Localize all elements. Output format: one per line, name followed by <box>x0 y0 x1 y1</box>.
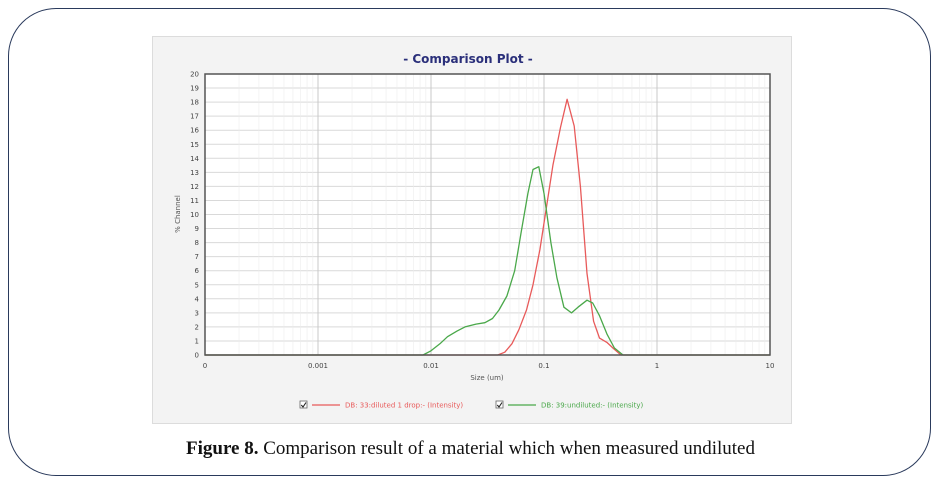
y-tick-label: 9 <box>195 225 199 233</box>
y-tick-label: 19 <box>190 85 199 93</box>
y-tick-label: 5 <box>195 281 199 289</box>
y-tick-label: 10 <box>190 211 199 219</box>
y-tick-label: 4 <box>195 295 200 303</box>
x-axis-label: Size (um) <box>470 374 504 382</box>
checkmark-icon <box>496 402 503 408</box>
y-tick-label: 2 <box>195 323 199 331</box>
y-tick-label: 12 <box>190 183 199 191</box>
y-tick-label: 6 <box>195 267 200 275</box>
y-tick-label: 14 <box>190 155 199 163</box>
x-tick-label: 0.001 <box>308 362 328 370</box>
y-tick-label: 15 <box>190 141 199 149</box>
y-tick-label: 0 <box>195 352 199 360</box>
checkmark-icon <box>300 402 307 408</box>
chart-title: - Comparison Plot - <box>403 52 533 66</box>
y-tick-label: 8 <box>195 239 199 247</box>
y-tick-label: 7 <box>195 253 199 261</box>
y-tick-label: 18 <box>190 99 199 107</box>
y-tick-label: 1 <box>195 337 199 345</box>
legend-entry-1[interactable]: DB: 33:diluted 1 drop:- (Intensity) <box>299 400 463 410</box>
y-tick-label: 3 <box>195 309 199 317</box>
x-tick-label: 1 <box>655 362 659 370</box>
y-tick-label: 11 <box>190 197 199 205</box>
figure-caption: Figure 8. Comparison result of a materia… <box>0 438 941 460</box>
series-line-1 <box>205 98 770 356</box>
y-tick-label: 16 <box>190 127 199 135</box>
x-tick-label: 0.01 <box>423 362 439 370</box>
y-tick-label: 13 <box>190 169 199 177</box>
y-tick-label: 17 <box>190 113 199 121</box>
legend-checkbox[interactable] <box>495 400 504 409</box>
x-tick-label: 10 <box>766 362 775 370</box>
y-tick-label: 20 <box>190 71 199 79</box>
legend-label: DB: 33:diluted 1 drop:- (Intensity) <box>345 402 463 410</box>
figure-caption-text: Comparison result of a material which wh… <box>263 438 755 459</box>
y-axis-label: % Channel <box>174 195 182 233</box>
x-tick-label: 0.1 <box>538 362 549 370</box>
x-tick-label: 0 <box>203 362 207 370</box>
figure-label: Figure 8. <box>186 438 259 459</box>
series-line-2 <box>205 166 770 356</box>
legend-checkbox[interactable] <box>299 400 308 409</box>
plot-border <box>204 73 771 356</box>
legend-entry-2[interactable]: DB: 39:undiluted:- (Intensity) <box>495 400 643 410</box>
legend-label: DB: 39:undiluted:- (Intensity) <box>541 402 643 410</box>
